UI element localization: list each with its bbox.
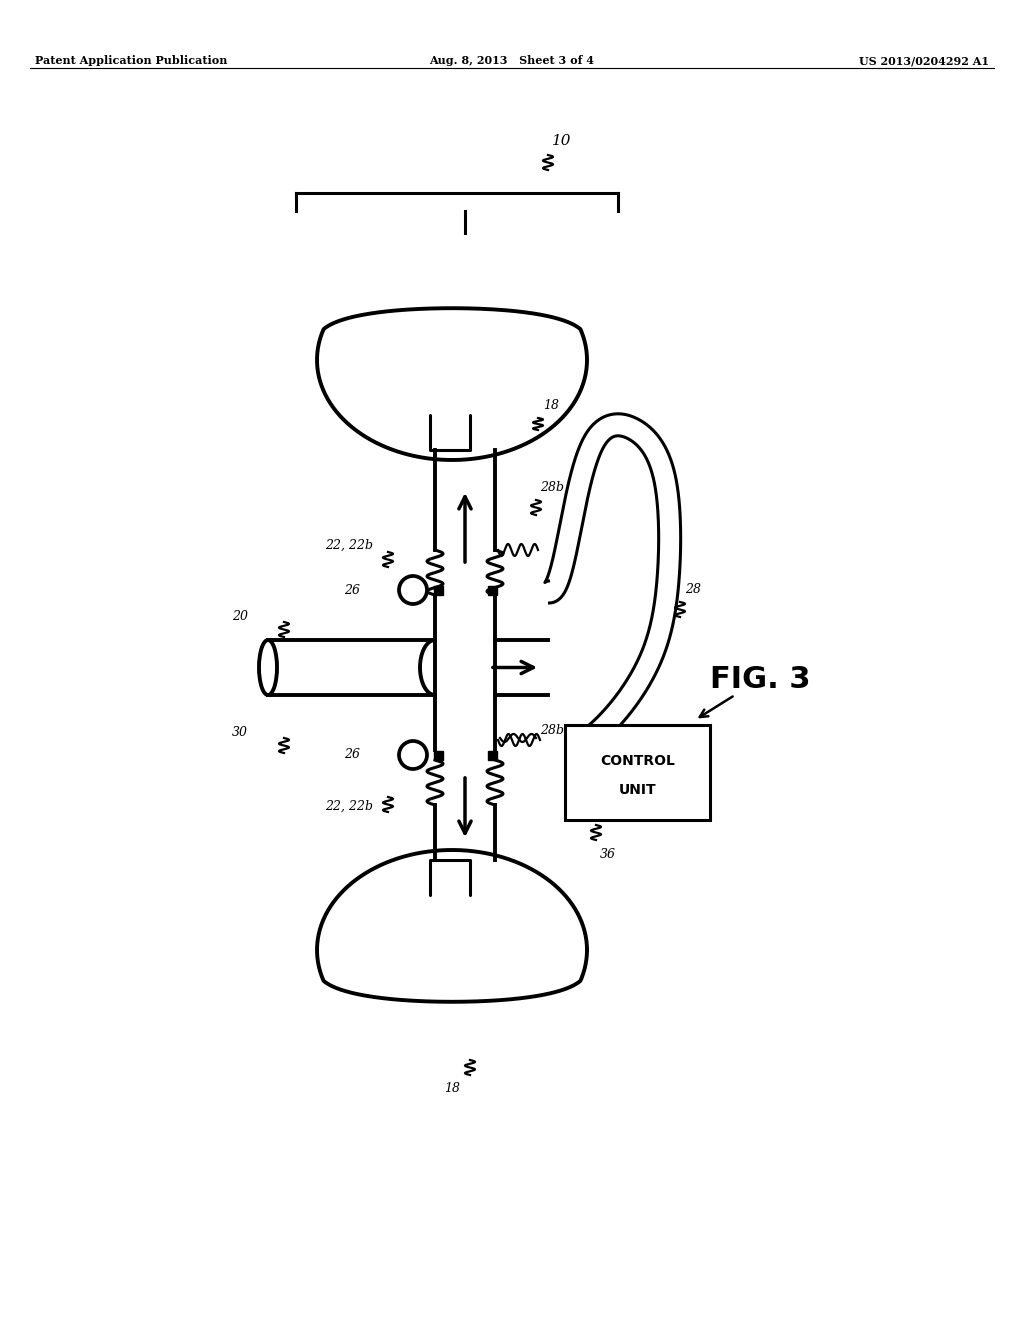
Text: 18: 18 — [444, 1082, 460, 1096]
Text: 28: 28 — [685, 583, 701, 597]
Bar — [565, 725, 710, 820]
Text: 18: 18 — [543, 399, 559, 412]
Circle shape — [399, 741, 427, 770]
Circle shape — [399, 576, 427, 605]
Text: 10: 10 — [552, 135, 571, 148]
Text: US 2013/0204292 A1: US 2013/0204292 A1 — [859, 55, 989, 66]
Text: 26: 26 — [344, 583, 360, 597]
Text: CONTROL: CONTROL — [600, 754, 675, 768]
Text: 28b: 28b — [540, 723, 564, 737]
Text: 26: 26 — [344, 748, 360, 762]
Text: Aug. 8, 2013   Sheet 3 of 4: Aug. 8, 2013 Sheet 3 of 4 — [429, 55, 595, 66]
Text: FIG. 3: FIG. 3 — [710, 665, 810, 694]
Text: 36: 36 — [600, 847, 616, 861]
Text: Patent Application Publication: Patent Application Publication — [35, 55, 227, 66]
Text: 22, 22b: 22, 22b — [325, 539, 373, 552]
Text: 30: 30 — [232, 726, 248, 738]
Text: 22, 22b: 22, 22b — [325, 800, 373, 813]
Bar — [487, 586, 497, 594]
Bar — [433, 751, 442, 759]
Bar — [433, 586, 442, 594]
Text: 20: 20 — [232, 610, 248, 623]
Text: 28b: 28b — [540, 480, 564, 494]
Bar — [487, 751, 497, 759]
Text: UNIT: UNIT — [618, 783, 656, 796]
